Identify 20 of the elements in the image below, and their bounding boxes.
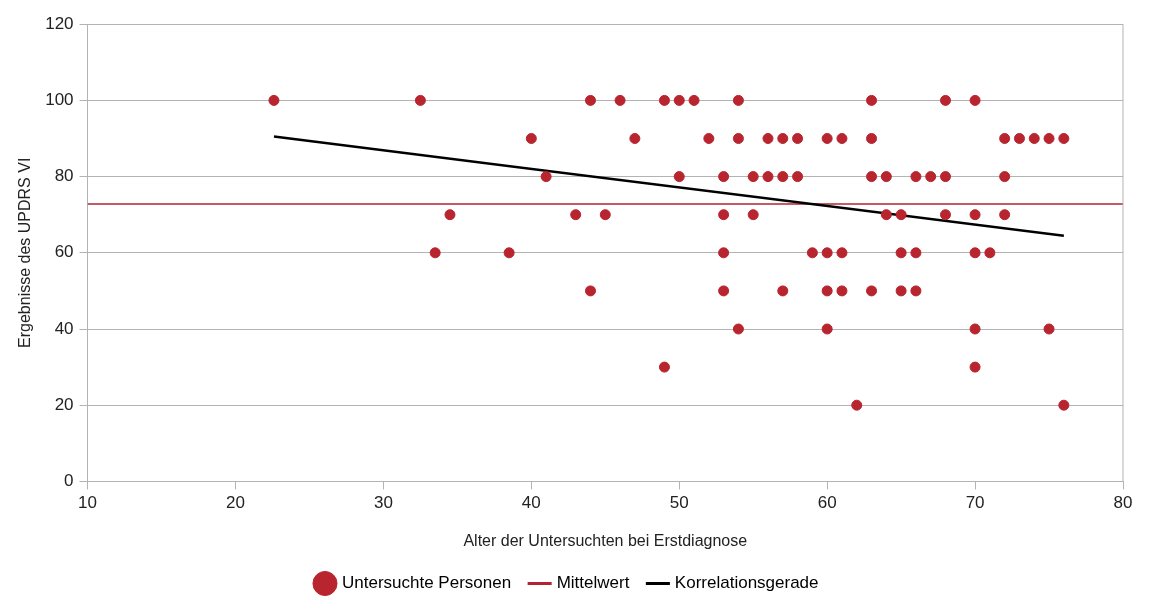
x-tick-label: 30 <box>373 493 393 513</box>
x-tick-label: 50 <box>669 493 689 513</box>
x-tick-label: 40 <box>521 493 541 513</box>
y-tick-label: 0 <box>64 471 74 491</box>
x-tick-label: 10 <box>78 493 98 513</box>
y-tick-label: 80 <box>54 166 74 186</box>
y-axis-title: Ergebnisse des UPDRS VI <box>16 157 34 348</box>
y-tick-label: 20 <box>54 394 74 414</box>
legend-label: Mittelwert <box>556 573 630 593</box>
x-tick-label: 60 <box>817 493 837 513</box>
legend-label: Untersuchte Personen <box>341 573 512 593</box>
x-tick-label: 80 <box>1113 493 1133 513</box>
y-tick-label: 40 <box>54 318 74 338</box>
y-tick-label: 120 <box>45 13 74 33</box>
legend-label: Korrelationsgerade <box>674 573 819 593</box>
x-tick-label: 70 <box>965 493 985 513</box>
y-tick-label: 100 <box>45 90 74 110</box>
x-tick-label: 20 <box>226 493 245 513</box>
x-axis-title: Alter der Untersuchten bei Erstdiagnose <box>463 531 748 549</box>
y-tick-label: 60 <box>54 242 74 262</box>
